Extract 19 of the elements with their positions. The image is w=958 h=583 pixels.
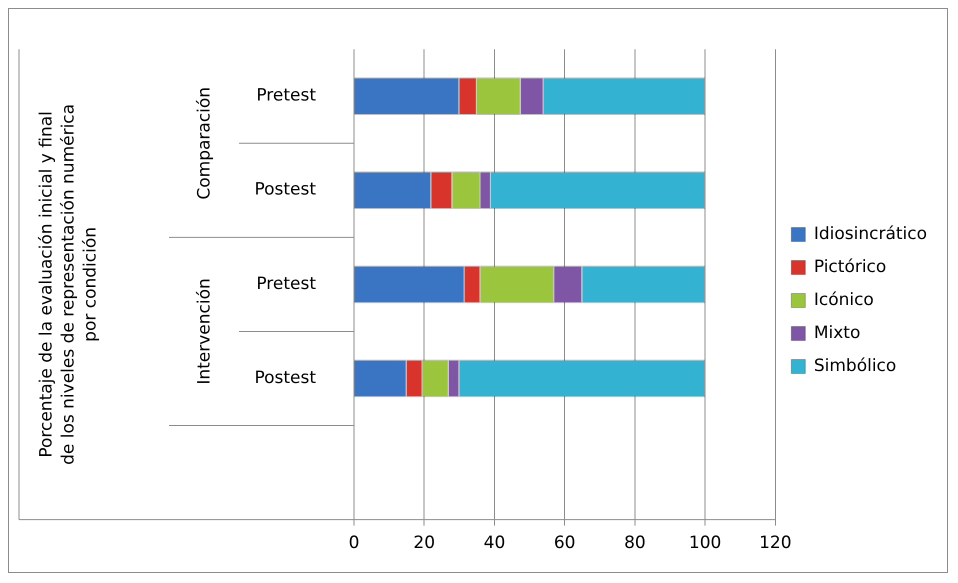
x-tick-label: 60 [554, 533, 576, 554]
text: Porcentaje de la evaluación inicial y final de los niveles de representación numérica por condición [36, 104, 100, 465]
y-tick-label: Postest [254, 368, 316, 388]
legend-label: Idiosincrático [814, 224, 928, 244]
text: Intervención [194, 278, 214, 385]
y-tick-label: Postest [254, 180, 316, 200]
legend-label: Mixto [814, 322, 860, 343]
x-tick-label: 0 [348, 533, 360, 554]
y-tick-label: Pretest [256, 86, 316, 106]
y-tick-label: Pretest [256, 274, 316, 294]
legend-label: Simbólico [814, 356, 896, 376]
x-tick-label: 100 [688, 533, 722, 554]
x-tick-label: 120 [759, 533, 792, 554]
x-tick-label: 40 [484, 533, 506, 554]
legend-label: Icónico [814, 290, 874, 310]
legend-label: Pictórico [814, 256, 886, 277]
text: Comparación [194, 86, 214, 200]
x-tick-label: 20 [413, 533, 436, 554]
x-tick-label: 80 [624, 533, 646, 554]
